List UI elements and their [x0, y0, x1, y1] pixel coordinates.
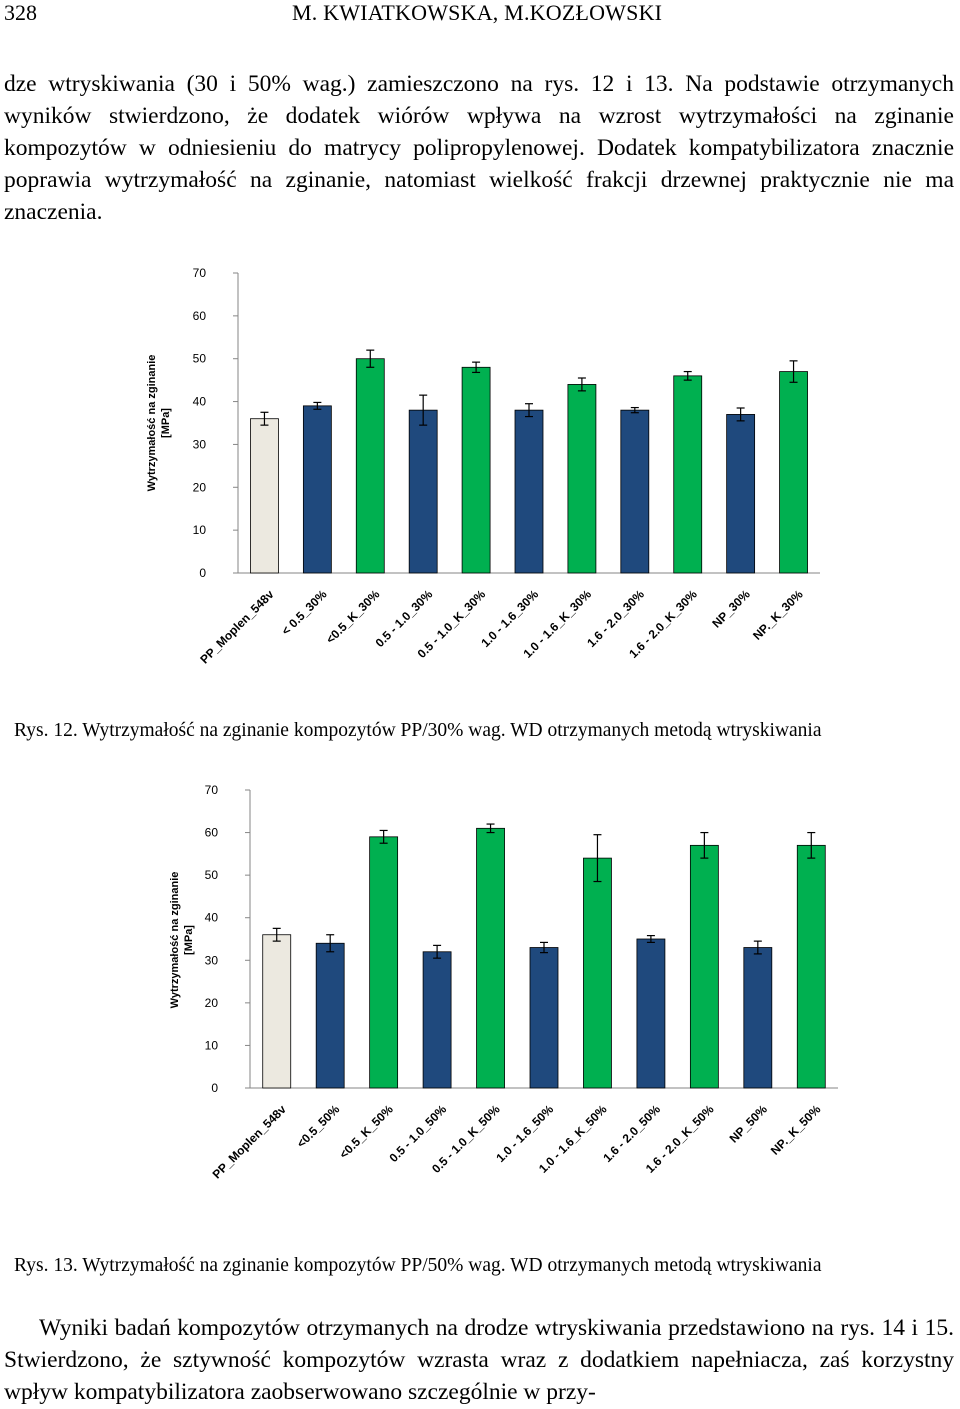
bar [422, 951, 452, 1089]
y-tick-label: 20 [193, 480, 207, 494]
y-tick-label: 70 [205, 783, 219, 797]
bar [529, 947, 559, 1089]
x-tick-label: NP_30% [709, 587, 753, 631]
y-tick-label: 20 [205, 996, 219, 1010]
x-tick-label: < 0.5_30% [279, 587, 330, 638]
y-tick-label: 40 [193, 395, 207, 409]
bar [514, 409, 544, 574]
bar [315, 942, 345, 1089]
bar [636, 938, 666, 1089]
bar [726, 414, 756, 574]
y-tick-label: 40 [205, 911, 219, 925]
bar [461, 366, 491, 574]
x-tick-label: <0.5_50% [294, 1102, 343, 1151]
intro-paragraph: dze wtryskiwania (30 i 50% wag.) zamiesz… [4, 71, 954, 225]
y-axis-title: Wytrzymałość na zginanie [MPa] [146, 355, 172, 492]
bar [355, 358, 385, 574]
y-axis-title: Wytrzymałość na zginanie [MPa] [169, 872, 195, 1009]
bar [779, 371, 808, 574]
bar [567, 384, 597, 574]
y-tick-label: 10 [205, 1038, 219, 1052]
y-tick-label: 50 [205, 868, 219, 882]
y-tick-label: 70 [193, 266, 207, 280]
bar-chart-30: 0 10 20 30 40 50 60 70 Wytrzymałość na zginanie[… [146, 266, 820, 666]
x-tick-label: <0.5_K_30% [323, 587, 382, 646]
bar [796, 844, 826, 1089]
figure-12-caption: Rys. 12. Wytrzymałość na zginanie kompoz… [14, 720, 822, 741]
page-number: 328 [4, 0, 37, 25]
bar [673, 375, 703, 574]
bar [250, 418, 279, 574]
x-tick-label: NP._K_50% [768, 1102, 824, 1158]
bar [620, 409, 650, 574]
running-head-authors: M. KWIATKOWSKA, M.KOZŁOWSKI [292, 0, 663, 25]
y-tick-label: 60 [193, 309, 207, 323]
bar [369, 836, 399, 1089]
y-axis-title-line: Wytrzymałość na zginanie [146, 355, 158, 492]
y-axis-title-line: Wytrzymałość na zginanie [169, 872, 181, 1009]
bar [689, 844, 719, 1089]
y-tick-label: 0 [199, 566, 206, 580]
y-tick-label: 30 [193, 437, 207, 451]
bar-chart-50: 0 10 20 30 40 50 60 70 Wytrzymałość na zginanie[… [169, 783, 838, 1181]
bar [302, 405, 332, 574]
page-header: 328 M. KWIATKOWSKA, M.KOZŁOWSKI [0, 0, 960, 30]
x-tick-label: PP_Moplen_548v [197, 587, 276, 666]
bar [476, 827, 505, 1089]
bar [408, 409, 438, 574]
y-tick-label: 10 [193, 523, 207, 537]
bar [262, 934, 292, 1089]
x-tick-label: NP_50% [727, 1102, 771, 1146]
bar [743, 947, 773, 1089]
y-tick-label: 60 [205, 826, 219, 840]
y-tick-label: 0 [211, 1081, 218, 1095]
y-tick-label: 30 [205, 953, 219, 967]
y-axis-title-line: [MPa] [183, 925, 195, 955]
figure-13-caption: Rys. 13. Wytrzymałość na zginanie kompoz… [14, 1255, 822, 1276]
x-tick-label: PP_Moplen_548v [210, 1102, 289, 1181]
figure-12-chart: 0 10 20 30 40 50 60 70 Wytrzymałość na zginanie[… [0, 240, 960, 710]
y-axis-title-line: [MPa] [160, 408, 172, 438]
x-tick-label: <0.5_K_50% [337, 1102, 396, 1161]
bar [583, 857, 612, 1089]
closing-paragraph: Wyniki badań kompozytów otrzymanych na d… [4, 1315, 954, 1405]
figure-13-chart: 0 10 20 30 40 50 60 70 Wytrzymałość na zginanie[… [0, 760, 960, 1230]
y-tick-label: 50 [193, 352, 207, 366]
x-tick-label: NP._K_30% [750, 587, 806, 643]
